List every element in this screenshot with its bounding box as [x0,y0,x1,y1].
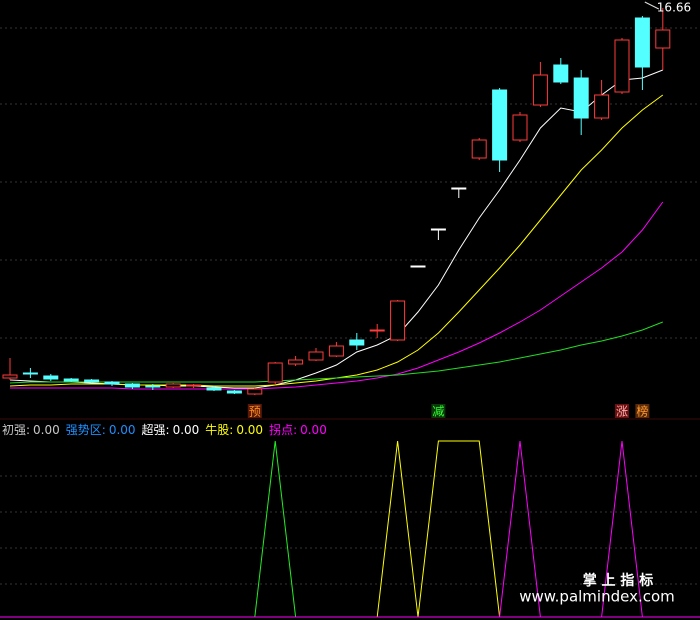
signal-box [247,404,262,418]
candle-body [512,114,528,141]
candle-body [573,77,589,119]
candle-body [369,329,385,332]
candle-body [430,228,446,231]
signal-label: 榜 [636,404,648,419]
candle-body [84,379,100,383]
candle-body [308,351,324,361]
candle-body [328,345,344,357]
signal-box [635,404,650,418]
legend-name: 初强: [2,423,31,437]
max-pointer [644,1,660,10]
legend-name: 牛股: [205,423,234,437]
candle-body [594,94,610,119]
legend-value: 0.00 [33,423,60,437]
legend-value: 0.00 [236,423,264,437]
legend-value: 0.00 [108,423,136,437]
candle-body [655,29,671,49]
candle-body [532,74,548,106]
signal-box [431,404,446,418]
candle-body [267,362,283,383]
candle-body [553,64,569,83]
legend-value: 0.00 [172,423,200,437]
legend-name: 超强: [141,423,170,437]
candle-body [247,388,263,395]
legend-item: 初强: 0.00 [2,421,60,438]
signal-label: 预 [249,405,261,419]
candle-body [186,384,202,387]
candle-body [104,381,120,385]
candle-body [288,359,304,365]
candle-body [43,375,59,380]
candle-body [2,374,18,379]
candle-body [145,385,161,388]
candle-body [124,383,140,388]
moving-average [10,201,664,390]
candle-body [165,383,181,388]
candle-body [451,187,467,190]
candle-body [614,39,630,93]
candle-body [471,139,487,159]
candle-body [63,378,79,382]
candle-body [390,300,406,341]
signal-label: 涨 [616,404,628,419]
watermark-url: www.palmindex.com [519,588,675,606]
candle-body [410,265,426,268]
legend-item: 牛股: 0.00 [205,421,263,438]
candle-body [22,372,38,375]
candle-body [492,89,508,161]
max-label: 16.66 [657,1,691,15]
candle-body [226,390,242,394]
signal-box [615,404,629,418]
candle-body [634,17,650,68]
watermark-title: 掌 上 指 标 [583,572,654,589]
legend-item: 超强: 0.00 [142,421,200,438]
indicator-legend: 初强: 0.00 强势区: 0.00 超强: 0.00 牛股: 0.00 拐点: 0.00 [2,421,327,438]
legend-name: 拐点: [269,423,298,437]
candle-body [349,339,365,346]
candle-body [206,387,222,391]
legend-item: 强势区: 0.00 [66,421,136,438]
signal-label: 减 [432,405,444,419]
legend-item: 拐点: 0.00 [269,421,327,438]
legend-value: 0.00 [300,423,327,437]
moving-average [9,69,663,389]
legend-name: 强势区: [65,423,106,437]
